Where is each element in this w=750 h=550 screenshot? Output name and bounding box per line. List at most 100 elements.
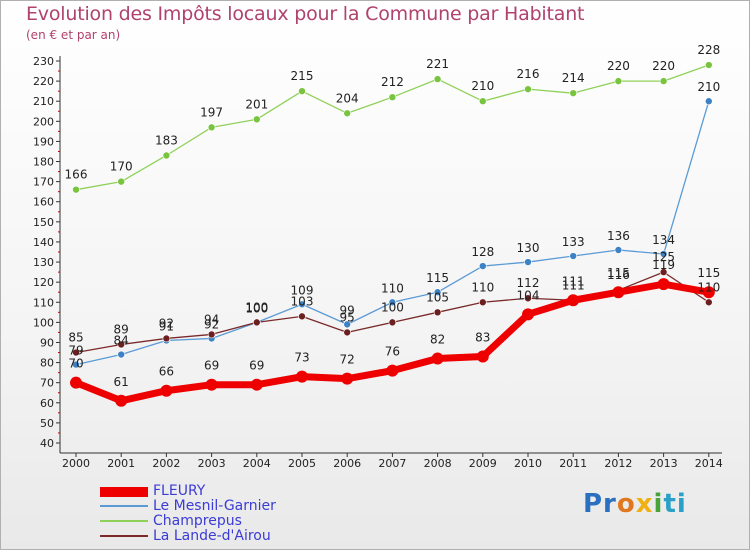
proxiti-logo: Proxiti — [583, 489, 687, 519]
data-label-la-lande-d-airou: 92 — [159, 316, 174, 330]
data-label-fleury: 72 — [340, 353, 355, 367]
data-label-champrepus: 216 — [517, 67, 540, 81]
y-tick-label: 150 — [33, 216, 54, 229]
data-label-la-lande-d-airou: 100 — [245, 300, 268, 314]
legend-label-le-mesnil-garnier: Le Mesnil-Garnier — [153, 498, 276, 514]
data-label-la-lande-d-airou: 110 — [471, 280, 494, 294]
data-label-champrepus: 220 — [652, 59, 675, 73]
data-point-champrepus — [343, 109, 352, 118]
data-point-le-mesnil-garnier — [72, 360, 80, 369]
data-point-le-mesnil-garnier — [388, 298, 397, 307]
data-point-fleury — [205, 378, 218, 391]
data-label-le-mesnil-garnier: 134 — [652, 233, 675, 247]
legend-label-champrepus: Champrepus — [153, 513, 242, 529]
data-point-champrepus — [298, 87, 306, 95]
data-point-le-mesnil-garnier — [614, 246, 623, 254]
y-tick-label: 80 — [40, 357, 54, 370]
y-tick-label: 100 — [33, 316, 54, 329]
legend-label-fleury: FLEURY — [153, 483, 206, 499]
data-label-fleury: 70 — [68, 357, 83, 371]
x-tick-label: 2003 — [198, 457, 226, 470]
x-tick-label: 2012 — [604, 457, 632, 470]
data-label-la-lande-d-airou: 111 — [562, 278, 585, 292]
legend-swatch-fleury — [100, 487, 148, 497]
y-tick-label: 130 — [33, 256, 54, 269]
data-point-fleury — [296, 370, 308, 383]
data-point-la-lande-d-airou — [478, 298, 487, 307]
y-tick-label: 210 — [33, 95, 54, 108]
data-point-fleury — [160, 384, 173, 397]
data-point-champrepus — [388, 93, 397, 101]
data-label-le-mesnil-garnier: 136 — [607, 229, 630, 243]
data-label-fleury: 115 — [607, 266, 630, 280]
data-label-le-mesnil-garnier: 84 — [114, 334, 129, 348]
y-tick-label: 220 — [33, 75, 54, 88]
y-tick-label: 180 — [33, 156, 54, 169]
x-tick-label: 2010 — [514, 457, 542, 470]
data-point-champrepus — [614, 77, 623, 85]
data-point-fleury — [70, 376, 82, 389]
data-label-le-mesnil-garnier: 130 — [517, 241, 540, 255]
data-label-la-lande-d-airou: 103 — [291, 294, 314, 308]
data-label-champrepus: 201 — [245, 97, 268, 111]
data-label-le-mesnil-garnier: 128 — [471, 245, 494, 259]
x-tick-label: 2008 — [424, 457, 452, 470]
x-tick-label: 2001 — [107, 457, 135, 470]
data-label-le-mesnil-garnier: 115 — [426, 271, 449, 285]
data-label-champrepus: 215 — [291, 69, 314, 83]
data-point-fleury — [341, 372, 354, 385]
x-tick-label: 2007 — [378, 457, 406, 470]
data-point-champrepus — [569, 89, 578, 97]
data-label-fleury: 76 — [385, 345, 400, 359]
data-point-champrepus — [252, 115, 261, 124]
data-label-champrepus: 197 — [200, 105, 223, 119]
data-label-la-lande-d-airou: 94 — [204, 312, 219, 326]
x-tick-label: 2013 — [650, 457, 678, 470]
data-point-le-mesnil-garnier — [433, 288, 442, 297]
data-point-la-lande-d-airou — [343, 328, 352, 337]
data-point-fleury — [386, 364, 399, 377]
data-label-fleury: 69 — [204, 359, 219, 373]
data-point-le-mesnil-garnier — [478, 262, 487, 270]
x-tick-label: 2004 — [243, 457, 271, 470]
data-label-fleury: 83 — [475, 331, 490, 345]
data-label-fleury: 82 — [430, 333, 445, 347]
data-label-la-lande-d-airou: 105 — [426, 290, 449, 304]
data-label-champrepus: 204 — [336, 91, 359, 105]
x-tick-label: 2011 — [559, 457, 587, 470]
data-point-le-mesnil-garnier — [298, 300, 306, 309]
data-point-fleury — [476, 350, 489, 363]
data-point-fleury — [702, 286, 715, 299]
data-label-la-lande-d-airou: 95 — [340, 310, 355, 324]
data-point-champrepus — [524, 85, 532, 93]
data-point-champrepus — [659, 77, 668, 85]
y-tick-label: 90 — [40, 336, 54, 349]
y-tick-label: 200 — [33, 115, 54, 128]
data-label-le-mesnil-garnier: 99 — [340, 303, 355, 317]
data-label-fleury: 61 — [114, 375, 129, 389]
data-label-le-mesnil-garnier: 210 — [697, 80, 720, 94]
data-point-champrepus — [117, 177, 125, 186]
data-point-champrepus — [207, 123, 216, 132]
y-tick-label: 40 — [40, 437, 54, 450]
legend-swatch-champrepus — [100, 520, 148, 522]
data-label-fleury: 111 — [562, 274, 585, 288]
x-tick-label: 2014 — [695, 457, 723, 470]
y-tick-label: 140 — [33, 236, 54, 249]
data-label-champrepus: 221 — [426, 57, 449, 71]
x-tick-label: 2002 — [152, 457, 180, 470]
data-point-la-lande-d-airou — [207, 330, 216, 339]
y-tick-label: 60 — [40, 397, 54, 410]
data-label-champrepus: 166 — [65, 168, 88, 182]
data-point-la-lande-d-airou — [298, 312, 306, 321]
data-label-champrepus: 214 — [562, 71, 585, 85]
data-point-le-mesnil-garnier — [524, 258, 532, 266]
data-label-champrepus: 170 — [110, 160, 133, 174]
data-label-la-lande-d-airou: 89 — [114, 322, 129, 336]
data-point-fleury — [567, 294, 580, 307]
data-point-fleury — [657, 278, 670, 291]
y-tick-label: 170 — [33, 176, 54, 189]
data-point-champrepus — [433, 75, 442, 83]
